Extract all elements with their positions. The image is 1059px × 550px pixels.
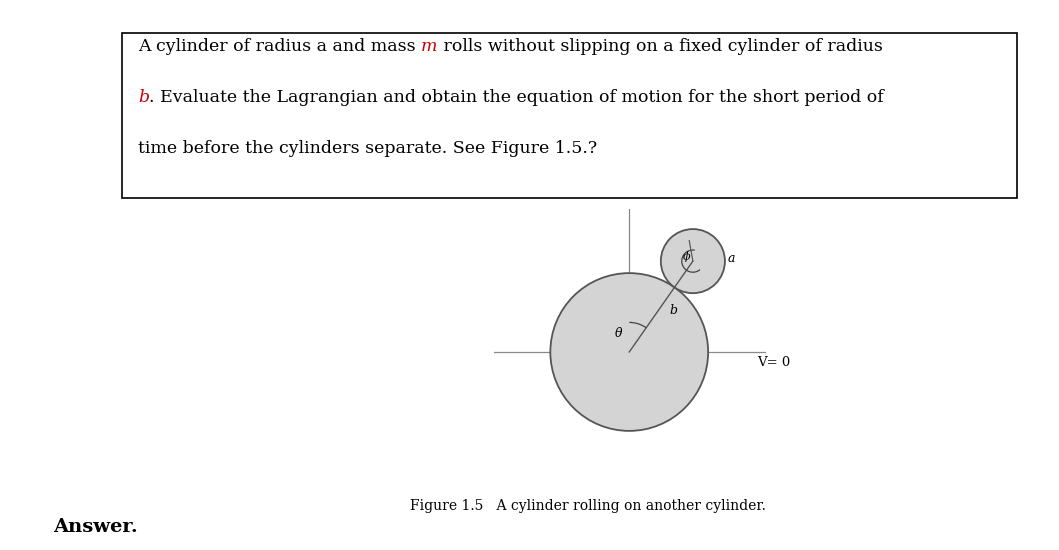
Text: A cylinder of radius a and mass: A cylinder of radius a and mass bbox=[138, 38, 421, 55]
Text: a: a bbox=[728, 252, 735, 265]
Text: Figure 1.5   A cylinder rolling on another cylinder.: Figure 1.5 A cylinder rolling on another… bbox=[410, 499, 766, 513]
Text: ϕ: ϕ bbox=[683, 251, 690, 262]
Text: V= 0: V= 0 bbox=[757, 356, 791, 369]
FancyBboxPatch shape bbox=[122, 33, 1017, 198]
Text: b: b bbox=[138, 89, 149, 106]
Text: time before the cylinders separate. See Figure 1.5.?: time before the cylinders separate. See … bbox=[138, 140, 597, 157]
Circle shape bbox=[551, 273, 708, 431]
Text: . Evaluate the Lagrangian and obtain the equation of motion for the short period: . Evaluate the Lagrangian and obtain the… bbox=[149, 89, 884, 106]
Text: θ: θ bbox=[614, 327, 622, 340]
Text: rolls without slipping on a fixed cylinder of radius: rolls without slipping on a fixed cylind… bbox=[437, 38, 882, 55]
Text: Answer.: Answer. bbox=[53, 518, 138, 536]
Text: m: m bbox=[421, 38, 437, 55]
Text: b: b bbox=[669, 304, 678, 317]
Circle shape bbox=[661, 229, 725, 293]
